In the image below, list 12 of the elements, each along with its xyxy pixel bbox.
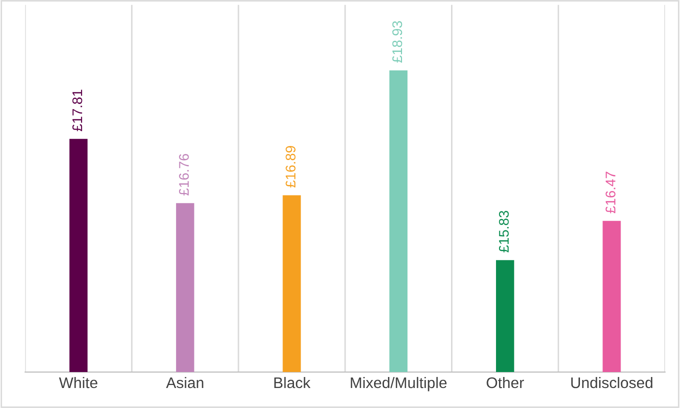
x-tick-label: Undisclosed <box>571 376 652 388</box>
x-tick-label: Other <box>486 376 524 388</box>
data-label: £18.93 <box>392 21 402 63</box>
x-tick-label: Asian <box>166 376 204 388</box>
data-label: £15.83 <box>498 210 509 252</box>
data-label: £16.89 <box>286 146 296 188</box>
x-tick-label: Black <box>274 376 310 388</box>
x-tick-label: Mixed/Multiple <box>350 376 447 392</box>
data-label: £16.76 <box>179 154 189 196</box>
data-label: £17.81 <box>72 90 82 132</box>
data-label: £16.47 <box>606 172 616 214</box>
x-tick-label: White <box>59 376 98 388</box>
